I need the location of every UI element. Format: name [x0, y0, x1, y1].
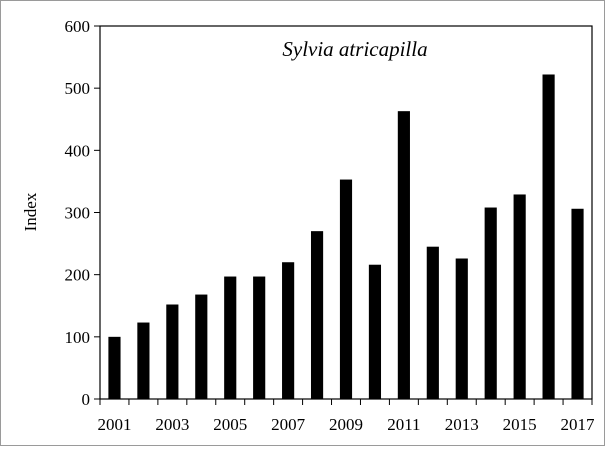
bar: [253, 276, 266, 399]
y-tick-label: 300: [65, 204, 91, 223]
bar: [571, 208, 584, 399]
bar: [166, 304, 179, 399]
y-tick-label: 100: [65, 328, 91, 347]
y-tick-label: 500: [65, 79, 91, 98]
x-tick-label: 2015: [503, 415, 537, 434]
y-tick-label: 600: [65, 17, 91, 36]
y-tick-label: 200: [65, 266, 91, 285]
chart-title: Sylvia atricapilla: [282, 37, 427, 61]
x-tick-label: 2005: [213, 415, 247, 434]
bars-group: [108, 74, 584, 400]
bar: [339, 179, 353, 399]
bar: [542, 74, 555, 400]
x-tick-label: 2017: [561, 415, 596, 434]
y-axis-title: Index: [21, 192, 40, 231]
bar: [195, 294, 208, 399]
bar: [455, 258, 468, 399]
x-tick-label: 2001: [97, 415, 131, 434]
y-tick-label: 0: [82, 390, 91, 409]
bar: [310, 231, 324, 399]
x-tick-label: 2013: [445, 415, 479, 434]
bar: [137, 322, 150, 399]
x-tick-label: 2007: [271, 415, 306, 434]
bar: [108, 336, 121, 399]
bar: [282, 262, 295, 399]
y-axis: 0 100 200 300 400 500 600: [65, 17, 100, 409]
x-tick-label: 2009: [329, 415, 363, 434]
bar: [368, 264, 382, 399]
bar: [426, 246, 439, 399]
bar: [224, 276, 237, 399]
bar: [484, 207, 497, 399]
y-tick-label: 400: [65, 141, 91, 160]
bar: [513, 194, 526, 399]
x-tick-label: 2011: [387, 415, 420, 434]
x-axis: 2001 2003 2005 2007 2009 2011 2013 2015 2017: [97, 399, 595, 434]
bar: [397, 111, 410, 399]
x-tick-label: 2003: [155, 415, 189, 434]
